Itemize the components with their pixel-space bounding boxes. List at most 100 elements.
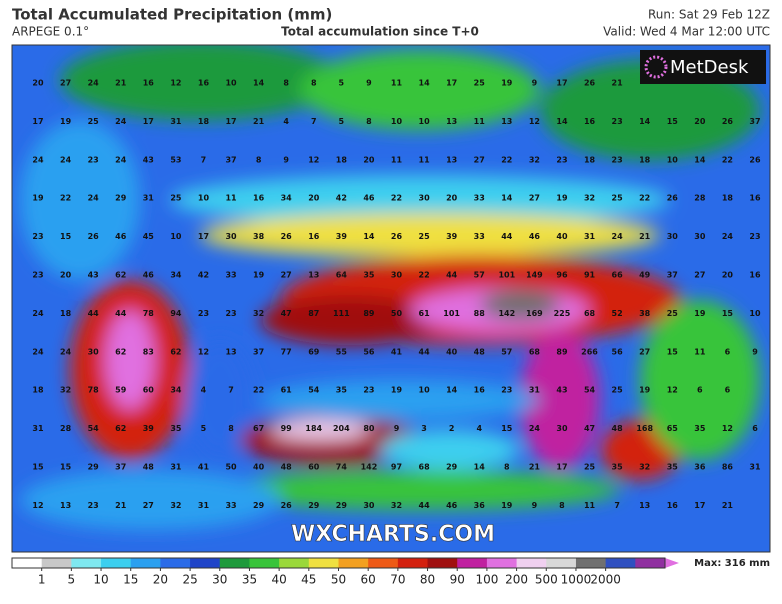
grid-value: 25 (584, 463, 596, 472)
grid-value: 12 (529, 117, 540, 126)
grid-value: 15 (60, 463, 72, 472)
grid-value: 42 (198, 271, 209, 280)
grid-value: 32 (253, 309, 264, 318)
map-border (11, 44, 771, 553)
grid-value: 24 (32, 347, 44, 356)
grid-value: 27 (281, 271, 292, 280)
colorbar-swatch (279, 558, 310, 568)
grid-value: 48 (281, 463, 293, 472)
grid-value: 9 (283, 155, 289, 164)
colorbar-swatch (605, 558, 636, 568)
grid-value: 33 (474, 194, 485, 203)
grid-value: 65 (667, 424, 679, 433)
grid-value: 68 (584, 309, 596, 318)
grid-value: 18 (198, 117, 210, 126)
grid-value: 33 (474, 232, 485, 241)
grid-value: 18 (584, 155, 596, 164)
grid-value: 20 (32, 79, 44, 88)
grid-value: 48 (474, 347, 486, 356)
grid-value: 44 (501, 232, 513, 241)
grid-value: 30 (419, 194, 431, 203)
grid-value: 33 (225, 271, 236, 280)
colorbar-label: 20 (153, 573, 168, 587)
grid-value: 31 (529, 386, 541, 395)
grid-value: 53 (170, 155, 181, 164)
grid-value: 31 (749, 463, 761, 472)
grid-value: 32 (584, 194, 595, 203)
grid-value: 9 (752, 347, 758, 356)
grid-value: 29 (88, 463, 100, 472)
grid-value: 48 (143, 463, 155, 472)
logo: MetDesk (670, 57, 749, 78)
colorbar-label: 35 (242, 573, 257, 587)
grid-value: 15 (501, 424, 513, 433)
colorbar-label: 2000 (590, 573, 621, 587)
grid-value: 11 (419, 155, 431, 164)
subtitle: Total accumulation since T+0 (281, 25, 479, 39)
logo-box (640, 50, 766, 84)
grid-value: 39 (336, 232, 348, 241)
grid-value: 78 (143, 309, 155, 318)
grid-value: 149 (526, 271, 543, 280)
grid-value: 62 (115, 271, 126, 280)
grid-value: 35 (170, 424, 182, 433)
grid-value: 21 (115, 79, 127, 88)
colorbar-label: 1000 (561, 573, 592, 587)
grid-value: 30 (556, 424, 568, 433)
grid-value: 21 (612, 79, 624, 88)
grid-value: 54 (88, 424, 100, 433)
grid-value: 40 (556, 232, 568, 241)
grid-value: 13 (501, 117, 512, 126)
grid-value: 20 (308, 194, 320, 203)
grid-value: 13 (446, 155, 457, 164)
grid-value: 7 (228, 386, 234, 395)
grid-value: 168 (636, 424, 653, 433)
grid-value: 44 (88, 309, 100, 318)
grid-value: 54 (308, 386, 320, 395)
grid-value: 34 (281, 194, 293, 203)
grid-value: 60 (143, 386, 155, 395)
grid-value: 24 (60, 155, 72, 164)
grid-value: 8 (228, 424, 234, 433)
grid-value: 13 (60, 501, 71, 510)
grid-value: 43 (88, 271, 99, 280)
grid-value: 83 (143, 347, 154, 356)
colorbar-label: 50 (331, 573, 346, 587)
grid-value: 17 (556, 463, 567, 472)
grid-value: 39 (143, 424, 155, 433)
grid-value: 11 (225, 194, 237, 203)
grid-value: 19 (253, 271, 265, 280)
grid-value: 23 (225, 309, 236, 318)
colorbar-swatch (397, 558, 429, 568)
grid-value: 24 (32, 155, 44, 164)
grid-value: 111 (333, 309, 350, 318)
grid-value: 9 (532, 79, 538, 88)
grid-value: 17 (446, 79, 457, 88)
colorbar-swatch (12, 558, 43, 568)
grid-value: 40 (253, 463, 265, 472)
grid-value: 11 (391, 155, 403, 164)
grid-value: 61 (419, 309, 431, 318)
grid-value: 30 (88, 347, 100, 356)
grid-value: 88 (474, 309, 486, 318)
grid-value: 19 (32, 194, 44, 203)
grid-value: 17 (694, 501, 705, 510)
grid-value: 37 (225, 155, 236, 164)
grid-value: 5 (339, 79, 345, 88)
grid-value: 34 (170, 386, 182, 395)
grid-value: 23 (501, 386, 512, 395)
grid-value: 26 (722, 117, 734, 126)
grid-value: 13 (639, 501, 650, 510)
grid-value: 62 (115, 424, 126, 433)
colorbar-swatch (160, 558, 191, 568)
grid-value: 22 (639, 194, 650, 203)
grid-value: 97 (391, 463, 402, 472)
colorbar-swatch (130, 558, 161, 568)
grid-value: 21 (529, 463, 541, 472)
run: Run: Sat 29 Feb 12Z (648, 8, 770, 22)
grid-value: 37 (253, 347, 264, 356)
grid-value: 18 (60, 309, 72, 318)
grid-value: 26 (88, 232, 100, 241)
grid-value: 45 (143, 232, 155, 241)
grid-value: 101 (498, 271, 515, 280)
